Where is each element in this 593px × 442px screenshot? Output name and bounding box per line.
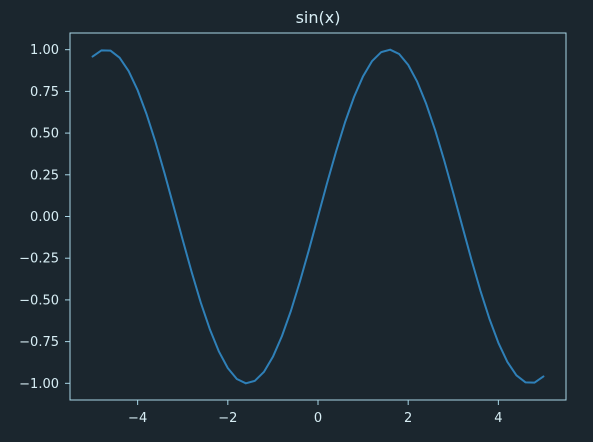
y-tick-label: −0.75 xyxy=(19,335,59,350)
y-tick-label: −0.25 xyxy=(19,252,59,267)
x-tick-label: 0 xyxy=(314,411,322,426)
series-group xyxy=(91,48,545,385)
y-tick-label: −0.50 xyxy=(19,293,59,308)
y-tick-label: −1.00 xyxy=(19,377,59,392)
y-tick-label: 1.00 xyxy=(30,43,59,58)
y-tick-label: 0.00 xyxy=(30,210,59,225)
chart-title: sin(x) xyxy=(296,8,341,27)
x-tick-label: −2 xyxy=(218,411,237,426)
y-tick-label: 0.50 xyxy=(30,127,59,142)
x-tick-label: −4 xyxy=(128,411,147,426)
tick-group: −4 −2 0 2 4 1.00 0.75 0.50 0.25 0.00 −0.25 −0.50 −0.… xyxy=(19,43,502,426)
x-tick-label: 4 xyxy=(494,411,502,426)
x-tick-label: 2 xyxy=(404,411,412,426)
series-line xyxy=(91,48,545,385)
y-tick-label: 0.25 xyxy=(30,168,59,183)
y-tick-label: 0.75 xyxy=(30,85,59,100)
